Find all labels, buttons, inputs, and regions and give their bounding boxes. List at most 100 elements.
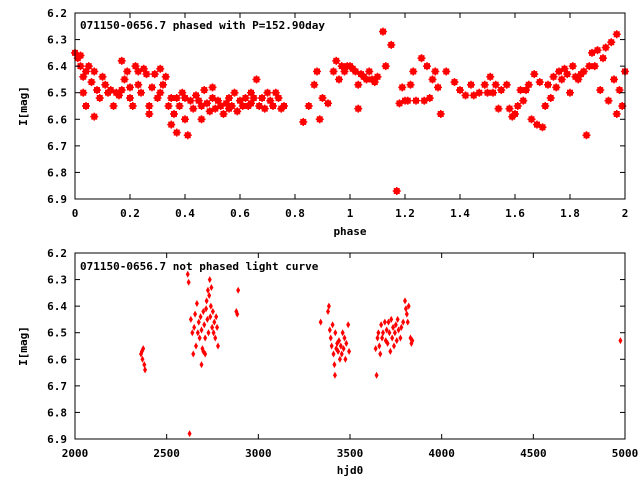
phased-data-point — [552, 83, 561, 92]
unphased-data-point — [187, 430, 192, 438]
phased-data-point — [79, 88, 88, 97]
unphased-y-axis-label: I[mag] — [17, 326, 30, 366]
phased-data-points — [71, 27, 629, 196]
phased-data-point — [436, 109, 445, 118]
phased-data-point — [128, 102, 137, 110]
phased-y-tick-label: 6.8 — [47, 166, 67, 179]
phased-axis-ticks — [74, 12, 626, 200]
phased-data-point — [145, 109, 154, 118]
unphased-data-point — [403, 305, 408, 313]
unphased-data-point — [328, 334, 333, 342]
phased-data-point — [117, 86, 126, 95]
unphased-data-point — [337, 355, 342, 363]
unphased-data-point — [190, 329, 195, 337]
unphased-data-point — [406, 302, 411, 310]
unphased-data-point — [344, 339, 349, 347]
phased-data-point — [566, 88, 574, 97]
unphased-data-point — [214, 313, 219, 321]
phased-data-point — [544, 80, 552, 89]
unphased-data-point — [326, 302, 331, 310]
unphased-y-tick-label: 6.4 — [47, 300, 67, 313]
phased-data-point — [615, 86, 624, 95]
phased-data-point — [425, 94, 434, 103]
phased-data-point — [423, 62, 431, 71]
phased-data-point — [398, 83, 407, 92]
phased-data-point — [511, 109, 519, 118]
phased-data-point — [156, 64, 165, 73]
unphased-data-point — [394, 337, 399, 345]
unphased-data-point — [398, 334, 403, 342]
unphased-data-point — [207, 292, 212, 300]
phased-y-tick-label: 6.6 — [47, 113, 67, 126]
unphased-data-point — [191, 350, 196, 358]
phased-data-point — [579, 67, 588, 76]
phased-data-point — [101, 80, 110, 89]
phased-data-point — [137, 88, 145, 97]
unphased-x-tick-label: 3000 — [245, 447, 272, 460]
unphased-data-point — [210, 323, 215, 331]
unphased-data-point — [203, 334, 208, 342]
phased-data-point — [563, 70, 572, 79]
phased-data-point — [225, 94, 233, 103]
unphased-light-curve-chart: 2000 2500 3000 3500 4000 4500 5000 6.2 6.3 6.4 6.5… — [17, 247, 638, 477]
unphased-data-point — [199, 361, 204, 369]
phased-data-point — [167, 120, 176, 129]
phased-data-point — [123, 67, 132, 76]
phased-data-point — [354, 80, 363, 89]
phased-data-point — [489, 88, 497, 97]
phased-data-point — [599, 54, 607, 63]
phased-data-point — [502, 80, 511, 89]
unphased-data-point — [386, 318, 391, 326]
phased-data-point — [593, 46, 602, 55]
phased-data-point — [513, 102, 522, 110]
phased-data-point — [186, 96, 195, 105]
unphased-data-point — [206, 329, 211, 337]
phased-data-point — [189, 104, 198, 113]
phased-data-point — [329, 67, 338, 76]
unphased-data-point — [193, 310, 198, 318]
phased-x-tick-label: 1.6 — [505, 207, 525, 220]
unphased-data-point — [210, 307, 215, 315]
unphased-data-point — [327, 326, 332, 334]
phased-data-point — [535, 78, 544, 87]
phased-data-point — [310, 80, 319, 89]
phased-data-point — [164, 102, 173, 110]
phased-data-point — [274, 94, 283, 103]
unphased-data-point — [215, 323, 220, 331]
unphased-x-tick-label: 2000 — [62, 447, 89, 460]
phased-data-point — [582, 131, 591, 140]
unphased-data-point — [188, 315, 193, 323]
phased-y-tick-label: 6.3 — [47, 34, 67, 47]
unphased-data-point — [376, 329, 381, 337]
unphased-data-point — [389, 315, 394, 323]
unphased-y-tick-label: 6.5 — [47, 327, 67, 340]
phased-data-point — [249, 94, 258, 103]
phased-data-point — [494, 104, 503, 113]
phased-data-point — [227, 102, 236, 110]
phased-data-point — [313, 67, 321, 76]
unphased-y-tick-label: 6.3 — [47, 274, 67, 287]
phased-y-axis-label: I[mag] — [17, 86, 30, 126]
unphased-data-point — [196, 318, 201, 326]
phased-data-point — [304, 102, 313, 110]
unphased-data-point — [213, 334, 218, 342]
unphased-data-point — [347, 347, 352, 355]
phased-data-point — [557, 75, 566, 84]
phased-data-point — [403, 96, 412, 105]
phased-data-point — [412, 96, 420, 105]
phased-data-point — [159, 80, 167, 89]
phased-data-point — [269, 102, 277, 110]
phased-data-point — [527, 115, 536, 124]
unphased-data-point — [326, 307, 330, 315]
phased-data-point — [233, 107, 242, 116]
unphased-data-point — [338, 342, 343, 350]
unphased-data-point — [207, 276, 212, 284]
unphased-axis-ticks — [74, 252, 626, 440]
unphased-y-tick-label: 6.6 — [47, 353, 67, 366]
unphased-data-point — [194, 299, 199, 307]
phased-data-point — [519, 96, 528, 105]
phased-data-point — [87, 78, 96, 87]
unphased-data-points — [139, 270, 623, 438]
phased-y-tick-label: 6.2 — [47, 7, 67, 20]
